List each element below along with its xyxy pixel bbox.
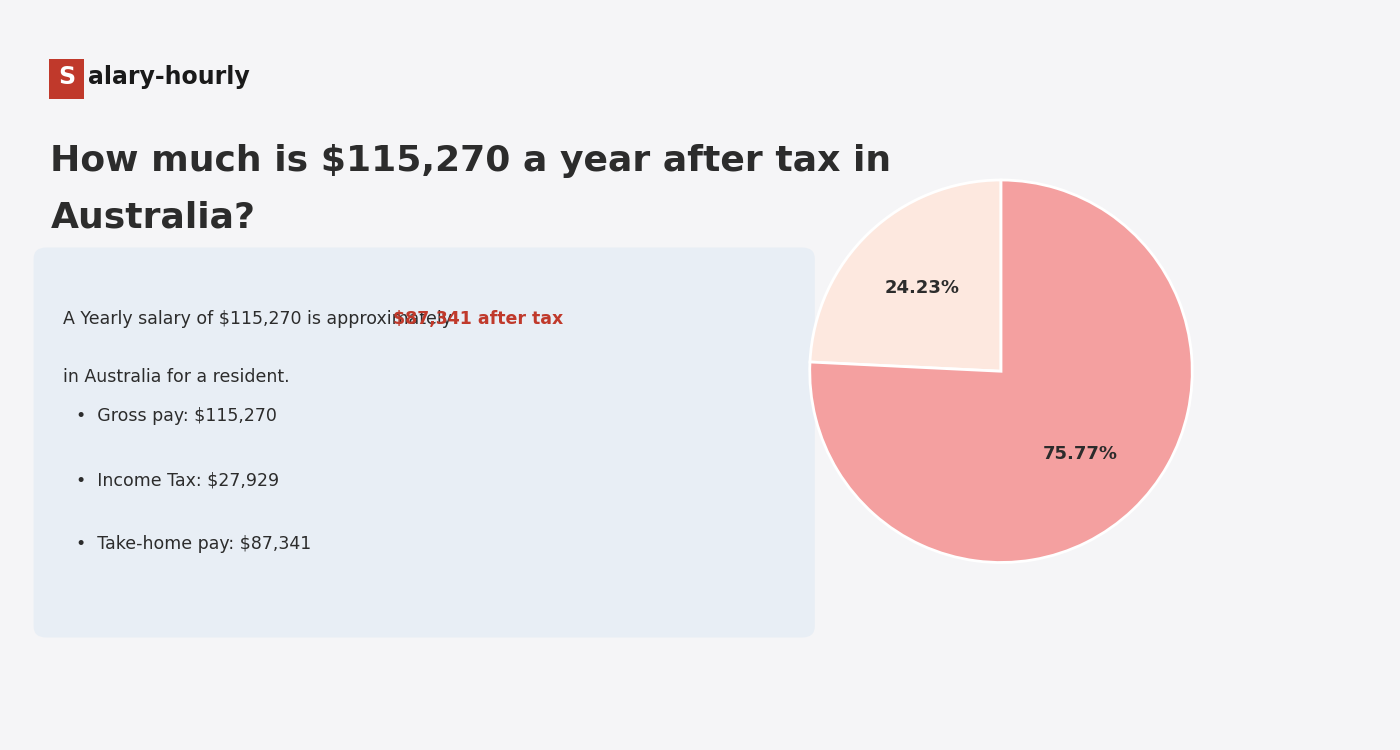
Wedge shape [811,180,1001,371]
Text: •  Income Tax: $27,929: • Income Tax: $27,929 [76,471,279,489]
Text: alary-hourly: alary-hourly [88,65,251,89]
FancyBboxPatch shape [34,248,815,638]
Wedge shape [809,180,1193,562]
Text: How much is $115,270 a year after tax in: How much is $115,270 a year after tax in [50,144,892,178]
Text: $87,341 after tax: $87,341 after tax [393,310,563,328]
Text: Australia?: Australia? [50,200,255,235]
Text: •  Gross pay: $115,270: • Gross pay: $115,270 [76,407,276,425]
Text: 75.77%: 75.77% [1043,446,1117,464]
Text: S: S [57,65,76,89]
Text: in Australia for a resident.: in Australia for a resident. [63,368,290,386]
Legend: Income Tax, Take-home Pay: Income Tax, Take-home Pay [851,0,1151,4]
Text: A Yearly salary of $115,270 is approximately: A Yearly salary of $115,270 is approxima… [63,310,458,328]
Text: 24.23%: 24.23% [885,279,959,297]
FancyBboxPatch shape [49,58,84,99]
Text: •  Take-home pay: $87,341: • Take-home pay: $87,341 [76,535,311,553]
